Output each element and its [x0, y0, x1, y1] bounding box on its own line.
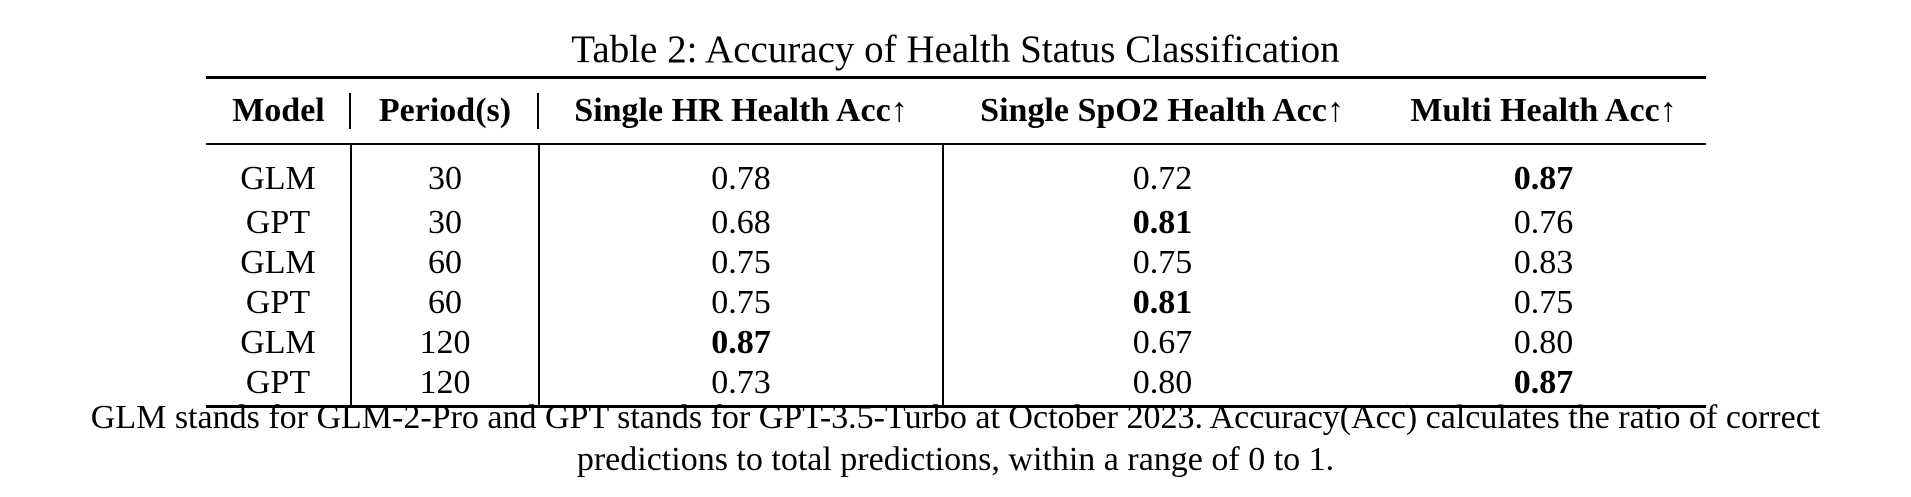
cell-period: 60: [351, 243, 540, 283]
table-note-line-2: predictions to total predictions, within…: [576, 441, 1335, 478]
cell-single-spo2: 0.75: [1132, 244, 1193, 281]
header-period: Period(s): [351, 76, 539, 145]
cell-single-hr: 0.75: [539, 243, 944, 283]
cell-single-spo2: 0.81: [1132, 284, 1193, 321]
header-row: Model Period(s) Single HR Health Acc↑ Si…: [206, 76, 1706, 145]
cell-single-hr: 0.68: [539, 203, 944, 243]
cell-single-spo2: 0.72: [1132, 160, 1193, 197]
cell-model: GLM: [206, 243, 352, 283]
table-row: GPT 30 0.68 0.81 0.76: [206, 203, 1706, 243]
header-single-hr: Single HR Health Acc↑: [539, 76, 943, 145]
cell-multi: 0.87: [1513, 160, 1574, 197]
header-single-spo2: Single SpO2 Health Acc↑: [943, 76, 1381, 145]
cell-period: 120: [351, 323, 540, 363]
cell-single-hr: 0.87: [539, 323, 944, 363]
cell-model: GLM: [206, 144, 352, 203]
cell-multi: 0.87: [1381, 363, 1706, 408]
cell-single-hr: 0.78: [539, 144, 944, 203]
cell-period: 30: [351, 203, 540, 243]
table-row: GLM 30 0.78 0.72 0.87: [206, 144, 1706, 203]
cell-model: GPT: [206, 203, 352, 243]
cell-multi: 0.83: [1513, 244, 1574, 281]
cell-single-hr: 0.73: [539, 363, 944, 408]
cell-period: 60: [351, 283, 540, 323]
table-row: GLM 120 0.87 0.67 0.80: [206, 323, 1706, 363]
header-model: Model: [206, 76, 351, 145]
header-multi: Multi Health Acc↑: [1381, 76, 1706, 145]
table-row: GPT 60 0.75 0.81 0.75: [206, 283, 1706, 323]
cell-period: 120: [351, 363, 540, 408]
table-body: GLM 30 0.78 0.72 0.87 GPT 30 0.68 0.81 0.76 GLM 60 0…: [206, 144, 1706, 408]
cell-model: GPT: [206, 283, 352, 323]
cell-single-spo2: 0.80: [943, 363, 1381, 408]
table-row: GPT 120 0.73 0.80 0.87: [206, 363, 1706, 408]
cell-single-spo2: 0.81: [1132, 204, 1193, 241]
cell-model: GPT: [206, 363, 352, 408]
cell-model: GLM: [206, 323, 352, 363]
cell-multi: 0.80: [1513, 324, 1574, 361]
cell-single-spo2: 0.67: [1132, 324, 1193, 361]
table-row: GLM 60 0.75 0.75 0.83: [206, 243, 1706, 283]
cell-period: 30: [351, 144, 540, 203]
table-caption: Table 2: Accuracy of Health Status Class…: [571, 28, 1340, 71]
cell-multi: 0.75: [1513, 284, 1574, 321]
results-table: Model Period(s) Single HR Health Acc↑ Si…: [206, 76, 1706, 408]
cell-single-hr: 0.75: [539, 283, 944, 323]
results-table-container: Model Period(s) Single HR Health Acc↑ Si…: [206, 76, 1706, 408]
table-note: GLM stands for GLM-2-Pro and GPT stands …: [0, 397, 1911, 481]
cell-multi: 0.76: [1513, 204, 1574, 241]
table-note-line-1: GLM stands for GLM-2-Pro and GPT stands …: [90, 399, 1821, 436]
